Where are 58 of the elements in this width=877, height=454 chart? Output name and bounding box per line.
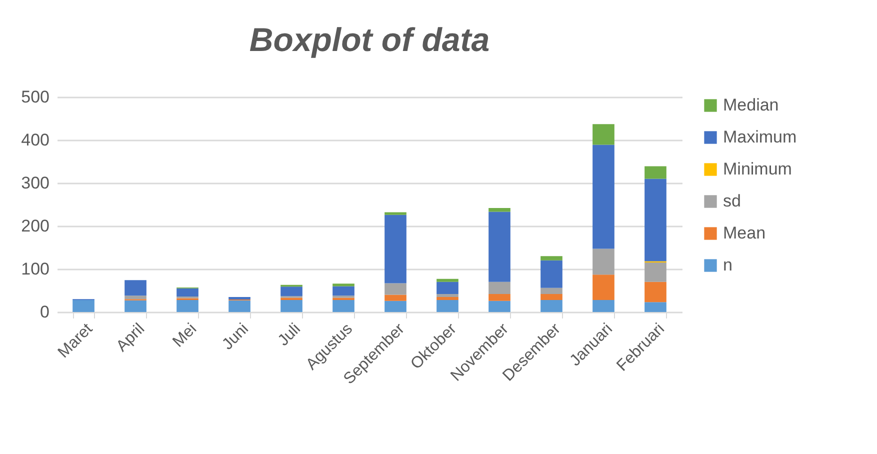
bar [488, 300, 510, 312]
bar [592, 144, 614, 249]
bar [436, 294, 458, 297]
bar [592, 274, 614, 300]
bar [644, 166, 666, 179]
bar [124, 280, 146, 296]
bar [228, 300, 250, 312]
x-tick-label: Juli [275, 320, 304, 350]
bar [592, 248, 614, 275]
bar [644, 178, 666, 262]
bar [540, 294, 562, 300]
bar [384, 283, 406, 295]
legend-label: Mean [723, 224, 766, 242]
bar [436, 278, 458, 282]
y-tick-label: 400 [21, 130, 50, 150]
bar [332, 300, 354, 312]
bar [228, 296, 250, 300]
bar [644, 282, 666, 302]
bar [540, 256, 562, 260]
y-tick-label: 500 [21, 88, 50, 106]
legend-label: n [723, 256, 732, 274]
chart-title: Boxplot of data [249, 21, 490, 58]
bar [488, 208, 510, 212]
bar [436, 282, 458, 294]
x-tick-label: Mei [170, 320, 200, 351]
bar [592, 124, 614, 145]
bar [384, 214, 406, 284]
legend-label: Minimum [723, 160, 792, 178]
bar [280, 286, 302, 296]
bar [384, 300, 406, 312]
bar [540, 300, 562, 312]
bar [280, 300, 302, 312]
bar [488, 212, 510, 282]
bar [176, 300, 198, 312]
y-tick-label: 0 [40, 302, 50, 322]
y-tick-label: 100 [21, 260, 50, 278]
bar [124, 300, 146, 312]
legend-label: Maximum [723, 128, 797, 146]
bar [384, 212, 406, 215]
bar [124, 296, 146, 300]
bar [644, 262, 666, 282]
bar [332, 284, 354, 286]
bar [540, 260, 562, 288]
bar [176, 288, 198, 297]
bar [540, 288, 562, 294]
bar [436, 300, 458, 312]
bar [488, 294, 510, 301]
bar [384, 294, 406, 301]
y-tick-label: 300 [21, 174, 50, 192]
bar [488, 282, 510, 294]
bar [332, 286, 354, 296]
bar [592, 300, 614, 312]
bar [72, 300, 94, 312]
legend-label: sd [723, 192, 741, 210]
legend-label: Median [723, 96, 779, 114]
y-tick-label: 200 [21, 216, 50, 236]
bar [436, 296, 458, 300]
bar [644, 302, 666, 312]
